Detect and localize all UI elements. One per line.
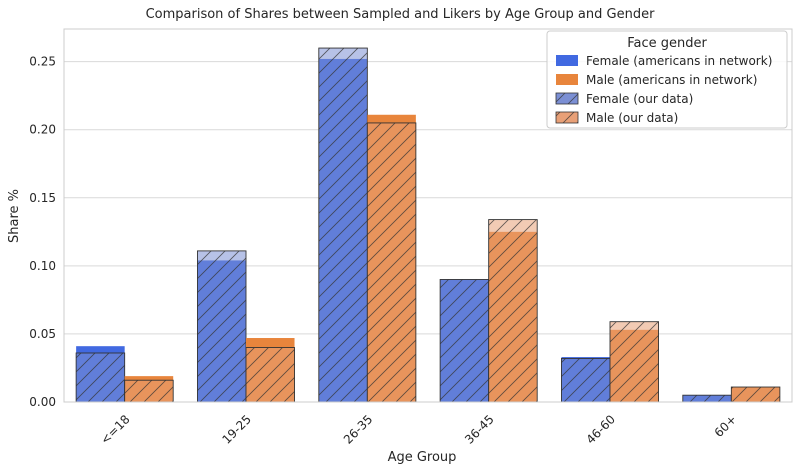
chart-title: Comparison of Shares between Sampled and…: [146, 7, 655, 22]
x-tick-label: 26-35: [341, 412, 376, 447]
bar-hatch-male-ours-46-60: [610, 321, 659, 402]
x-tick-label: 60+: [712, 412, 740, 440]
x-tick-label: 46-60: [584, 412, 619, 447]
bar-hatch-male-ours-<=18: [124, 380, 174, 402]
y-axis-label: Share %: [7, 189, 22, 243]
legend-swatch-female-network: [556, 55, 578, 66]
bar-hatch-male-ours-26-35: [367, 122, 416, 402]
y-tick-label: 0.05: [29, 327, 56, 341]
legend: Face gender Female (americans in network…: [546, 30, 788, 129]
bar-hatch-female-ours-60+: [682, 395, 732, 402]
x-tick-labels: <=18 19-25 26-35 36-45 46-60 60+: [98, 412, 740, 447]
legend-entry-male-ours: Male (our data): [586, 111, 678, 125]
bar-hatch-male-ours-19-25: [246, 347, 295, 402]
x-tick-label: 19-25: [220, 412, 255, 447]
x-tick-label: <=18: [98, 412, 133, 447]
legend-swatch-male-ours-hatch: [556, 112, 578, 123]
legend-swatch-male-ours: [555, 111, 579, 124]
legend-entry-male-network: Male (americans in network): [586, 73, 757, 87]
bars-group: [75, 47, 781, 403]
legend-swatch-male-network: [556, 74, 578, 85]
legend-entry-female-ours: Female (our data): [586, 92, 693, 106]
bar-hatch-female-ours-<=18: [76, 352, 125, 402]
legend-entry-female-network: Female (americans in network): [586, 54, 772, 68]
legend-swatch-female-ours: [555, 92, 579, 105]
legend-title: Face gender: [627, 36, 707, 51]
y-tick-label: 0.10: [29, 259, 56, 273]
bar-hatch-male-ours-60+: [731, 387, 780, 402]
y-tick-label: 0.00: [29, 395, 56, 409]
x-tick-label: 36-45: [462, 412, 497, 447]
legend-swatch-female-ours-hatch: [556, 93, 578, 104]
y-tick-label: 0.20: [29, 123, 56, 137]
y-tick-labels: 0.00 0.05 0.10 0.15 0.20 0.25: [29, 55, 56, 409]
y-tick-label: 0.25: [29, 55, 56, 69]
bar-hatch-female-ours-36-45: [440, 279, 489, 402]
plot-frame: [63, 28, 793, 403]
legend-box: [546, 30, 788, 129]
x-axis-label: Age Group: [388, 450, 457, 465]
y-tick-label: 0.15: [29, 191, 56, 205]
bar-hatch-male-ours-36-45: [488, 219, 538, 402]
bar-hatch-female-ours-26-35: [318, 48, 368, 402]
bar-hatch-female-ours-46-60: [561, 358, 610, 402]
bar-hatch-female-ours-19-25: [197, 250, 246, 402]
